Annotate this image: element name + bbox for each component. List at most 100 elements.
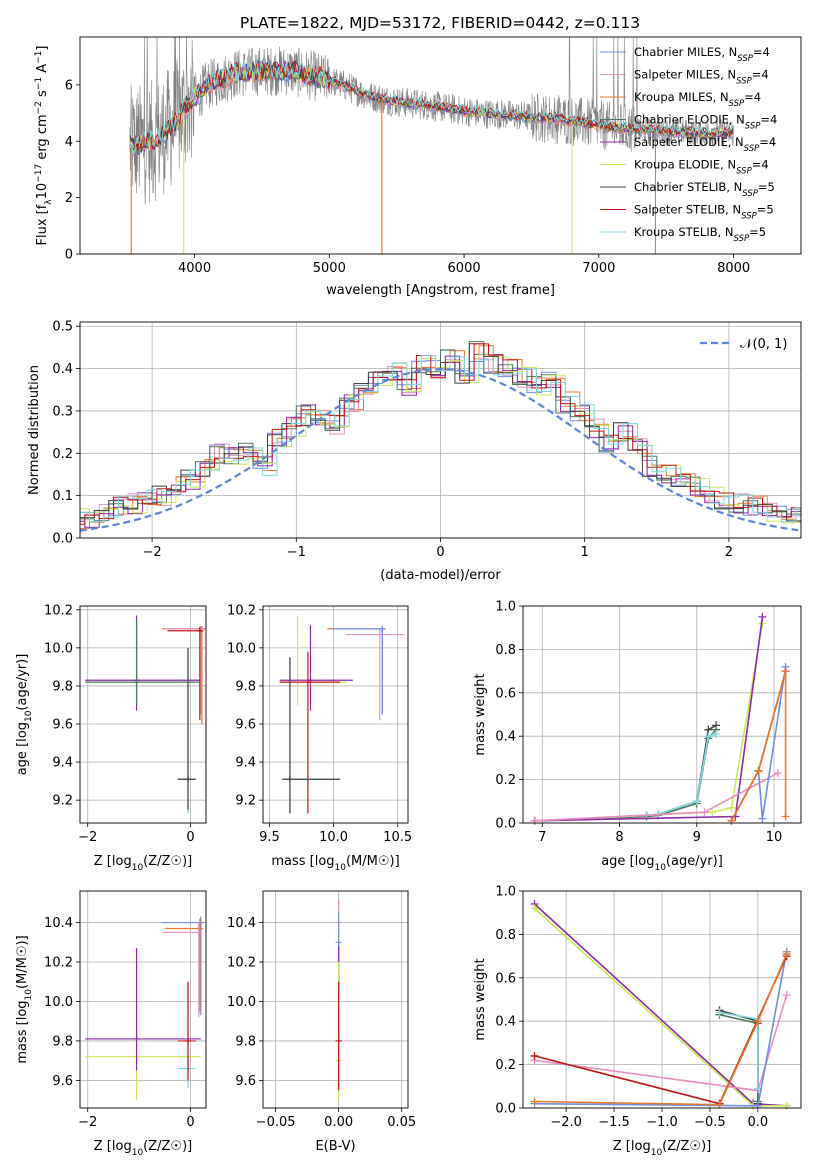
weight-marker [753,1101,762,1110]
y-tick-label: 10.2 [227,956,256,971]
weight-series-line [534,772,779,822]
legend-entry: 𝒩(0, 1) [740,337,787,352]
legend-entry: Salpeter MILES, NSSP=4 [634,68,769,87]
x-tick-label: 0 [436,545,444,560]
axes-frame [79,321,802,539]
x-tick-label: 1 [581,545,589,560]
data-point [196,925,203,932]
weight-marker [530,816,539,825]
axes-residuals: −2 −1 0 1 2 0.0 0.1 0.2 0.3 0.4 0.5 𝒩(0, 1) (data-mo… [27,320,802,583]
y-axis-label: Normed distribution [27,365,42,495]
y-tick-label: 0.8 [495,643,516,658]
weight-marker [782,991,791,1000]
y-tick-label: 10.2 [44,603,73,618]
observed-spectrum-line [129,37,734,205]
y-tick-label: 9.8 [52,679,73,694]
x-tick-label: 10.0 [319,830,348,845]
y-axis-label: Flux [fλ10−17 erg cm−2 s−1 A−1] [34,46,54,246]
legend: Chabrier MILES, NSSP=4 Salpeter MILES, NS… [600,45,777,244]
data-point [335,939,342,946]
weight-marker [700,808,709,817]
legend-entry: Salpeter ELODIE, NSSP=4 [634,135,776,154]
legend-entry: Chabrier MILES, NSSP=4 [634,45,770,64]
x-tick-label: −1.5 [598,1115,630,1130]
x-tick-label: 4000 [178,261,211,276]
spectrum-series-group [129,37,734,254]
x-tick-label: 10 [766,830,783,845]
x-tick-label: 9 [693,830,701,845]
x-tick-label: −1.0 [646,1115,678,1130]
data-point [379,625,386,632]
y-tick-label: 0.5 [52,320,73,335]
y-tick-label: 10.2 [44,956,73,971]
y-tick-label: 0.2 [495,1058,516,1073]
weight-marker [773,769,782,778]
y-tick-label: 9.4 [235,756,256,771]
y-tick-label: 10.0 [44,641,73,656]
y-tick-label: 0.6 [495,686,516,701]
y-tick-label: 0.6 [495,971,516,986]
figure-title: PLATE=1822, MJD=53172, FIBERID=0442, z=0… [240,14,640,32]
histogram-series [80,343,801,526]
legend-entry: Kroupa ELODIE, NSSP=4 [634,158,769,177]
y-tick-label: 0.0 [495,817,516,832]
legend-entry: Kroupa MILES, NSSP=4 [634,90,761,109]
histogram-series [80,343,801,525]
weight-series-line [534,616,764,822]
axes-mass-vs-Z: −2 0 9.6 9.8 10.0 10.2 10.4 Z [log10(Z/Z☉)] mass… [15,890,207,1158]
weight-series-line [730,670,787,822]
weight-series-line [534,733,717,822]
x-tick-label: −2 [143,545,162,560]
weight-marker [758,612,767,621]
y-tick-label: 0.0 [52,532,73,547]
y-tick-label: 0.4 [52,362,73,377]
normal-curve [80,367,799,532]
legend-entry: Chabrier STELIB, NSSP=5 [634,180,775,199]
y-axis-label: mass weight [473,673,488,755]
x-axis-label: wavelength [Angstrom, rest frame] [326,283,555,298]
y-tick-label: 10.0 [227,641,256,656]
errorbar-group [85,916,204,1101]
weight-series-line [757,666,787,819]
errorbar-group [85,615,206,814]
data-point [185,1037,191,1044]
weight-marker [727,816,736,825]
x-tick-label: 7 [538,830,546,845]
weight-series-line [534,729,717,822]
x-axis-label: (data-model)/error [380,568,501,583]
y-tick-label: 9.6 [235,718,256,733]
y-tick-label: 9.6 [52,718,73,733]
weight-series-line [534,951,788,1107]
x-axis-label: Z [log10(Z/Z☉)] [94,1139,192,1158]
x-tick-label: 2 [725,545,733,560]
x-axis-label: mass [log10(M/M☉)] [271,854,399,873]
chart-spectrum: 4000 5000 6000 7000 8000 0 2 4 6 wavelength [Angs… [34,36,802,298]
y-tick-label: 1.0 [495,600,516,615]
y-tick-label: 0 [65,248,73,263]
histogram-series [80,358,801,530]
y-axis-label: mass [log10(M/M☉)] [15,935,34,1063]
y-tick-label: 0.1 [52,489,73,504]
histogram-series [80,355,801,523]
data-point [195,929,202,936]
y-tick-label: 0.2 [495,773,516,788]
y-tick-label: 0.8 [495,928,516,943]
y-tick-label: 10.4 [44,916,73,931]
data-point [185,776,191,783]
data-point [133,679,140,686]
weight-marker [704,732,713,741]
y-tick-label: 0.3 [52,404,73,419]
axes-frame [262,605,409,824]
histogram-series [80,354,801,524]
histogram-series [80,353,801,528]
x-tick-label: 0.0 [748,1115,769,1130]
x-tick-label: 10.5 [383,830,412,845]
axes-frame [522,605,802,824]
weight-series-line [719,1011,759,1089]
x-tick-label: 0.05 [387,1115,416,1130]
x-tick-label: 0 [186,830,194,845]
x-tick-label: −2 [78,1115,97,1130]
x-tick-label: −0.5 [694,1115,726,1130]
y-axis-label: age [log10(age/yr)] [15,654,34,776]
axes-age-vs-Z: −2 0 9.2 9.4 9.6 9.8 10.0 10.2 Z [log10(Z/Z☉)] ag… [15,603,207,873]
